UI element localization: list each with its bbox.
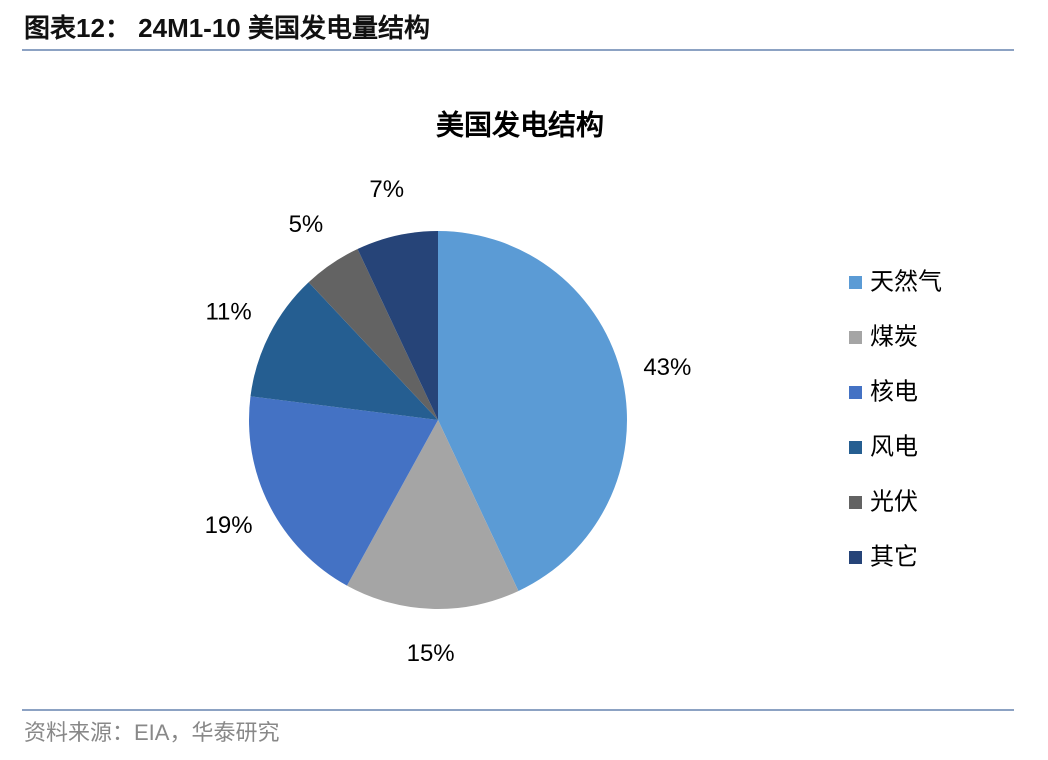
legend-swatch [849, 551, 862, 564]
pie-slice [250, 282, 438, 420]
legend-label: 核电 [870, 378, 918, 405]
legend-label: 天然气 [870, 268, 942, 295]
header-title: 图表12： 24M1-10 美国发电量结构 [24, 13, 430, 43]
legend-swatch [849, 386, 862, 399]
data-label: 7% [369, 176, 404, 203]
legend-label: 煤炭 [870, 323, 918, 350]
pie-slice [308, 248, 438, 420]
legend-swatch [849, 331, 862, 344]
data-label: 5% [289, 211, 324, 238]
legend-swatch [849, 276, 862, 289]
legend-swatch [849, 441, 862, 454]
legend-swatch [849, 496, 862, 509]
chart-title: 美国发电结构 [436, 108, 604, 140]
data-label: 15% [407, 640, 455, 667]
pie-slice [357, 231, 438, 420]
pie-slice [249, 396, 438, 586]
pie-slice [346, 420, 519, 609]
data-label: 43% [643, 354, 691, 381]
legend-label: 光伏 [870, 488, 918, 515]
legend-label: 其它 [870, 543, 918, 570]
pie-slice [438, 231, 627, 592]
legend-label: 风电 [870, 433, 918, 460]
data-label: 19% [205, 512, 253, 539]
data-label: 11% [205, 299, 251, 326]
footer-source: 资料来源：EIA，华泰研究 [24, 720, 279, 745]
